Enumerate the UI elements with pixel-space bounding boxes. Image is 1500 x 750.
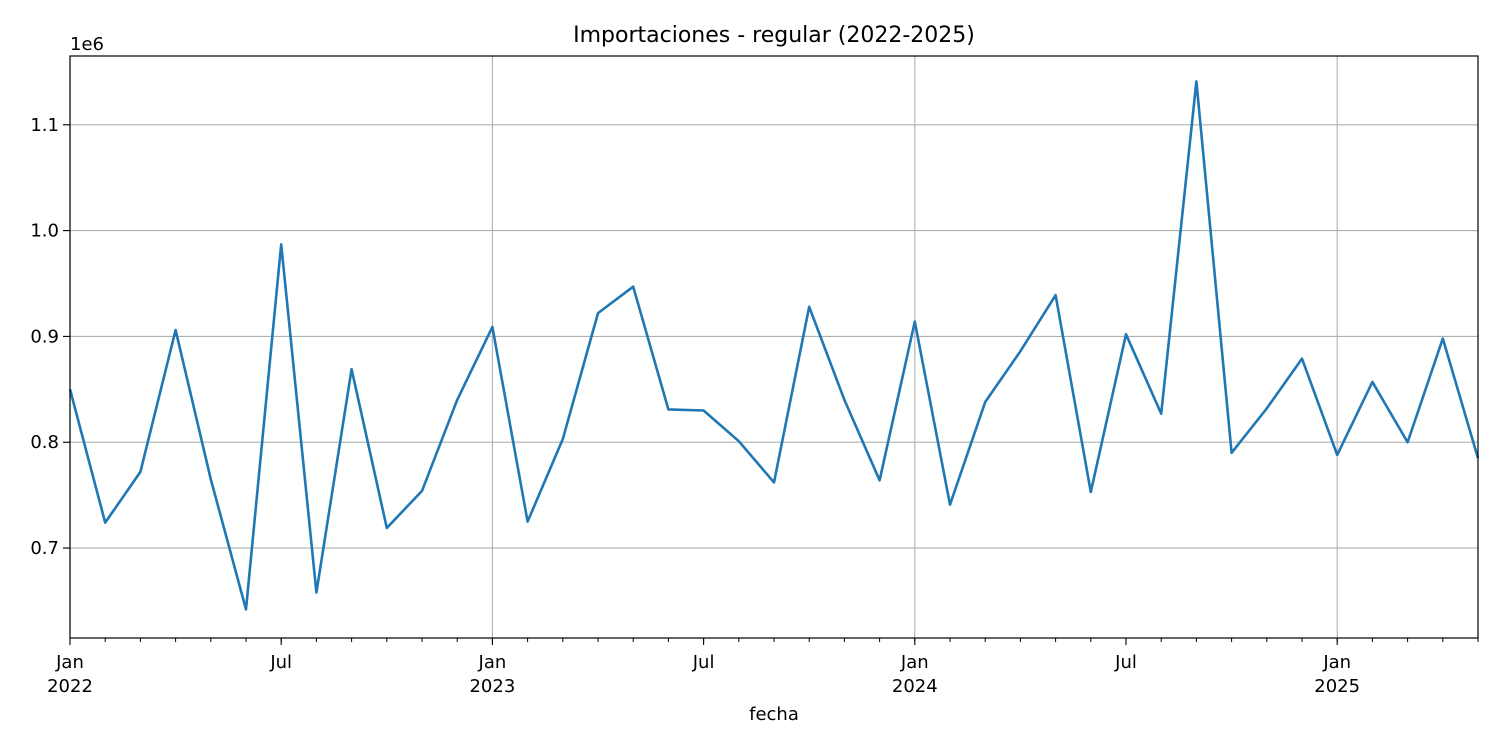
x-tick-year-label: 2023	[469, 676, 515, 697]
x-tick-label: Jan	[900, 652, 929, 673]
x-axis: Jan 2022 Jul Jan 2023 Jul Jan 2024 Jul Jan 2025	[47, 638, 1479, 697]
y-tick-label: 1.1	[30, 115, 59, 136]
y-tick-label: 0.8	[30, 432, 59, 453]
y-axis: 0.7 0.8 0.9 1.0 1.1	[30, 115, 70, 559]
plot-frame	[69, 55, 1479, 639]
series-line	[68, 80, 1480, 611]
x-tick-label: Jul	[692, 652, 715, 673]
x-tick-year-label: 2022	[47, 676, 93, 697]
x-tick-label: Jan	[1322, 652, 1351, 673]
y-tick-label: 0.7	[30, 538, 59, 559]
y-tick-label: 1.0	[30, 221, 59, 242]
x-tick-label: Jan	[478, 652, 507, 673]
chart-title: Importaciones - regular (2022-2025)	[573, 23, 975, 48]
series-group	[68, 80, 1480, 611]
x-tick-year-label: 2025	[1314, 676, 1360, 697]
x-tick-label: Jan	[55, 652, 84, 673]
grid-lines	[69, 56, 1478, 638]
x-axis-label: fecha	[749, 704, 799, 725]
x-tick-label: Jul	[1114, 652, 1137, 673]
x-tick-year-label: 2024	[892, 676, 938, 697]
y-offset-label: 1e6	[70, 34, 104, 55]
x-tick-label: Jul	[269, 652, 292, 673]
y-tick-label: 0.9	[30, 326, 59, 347]
